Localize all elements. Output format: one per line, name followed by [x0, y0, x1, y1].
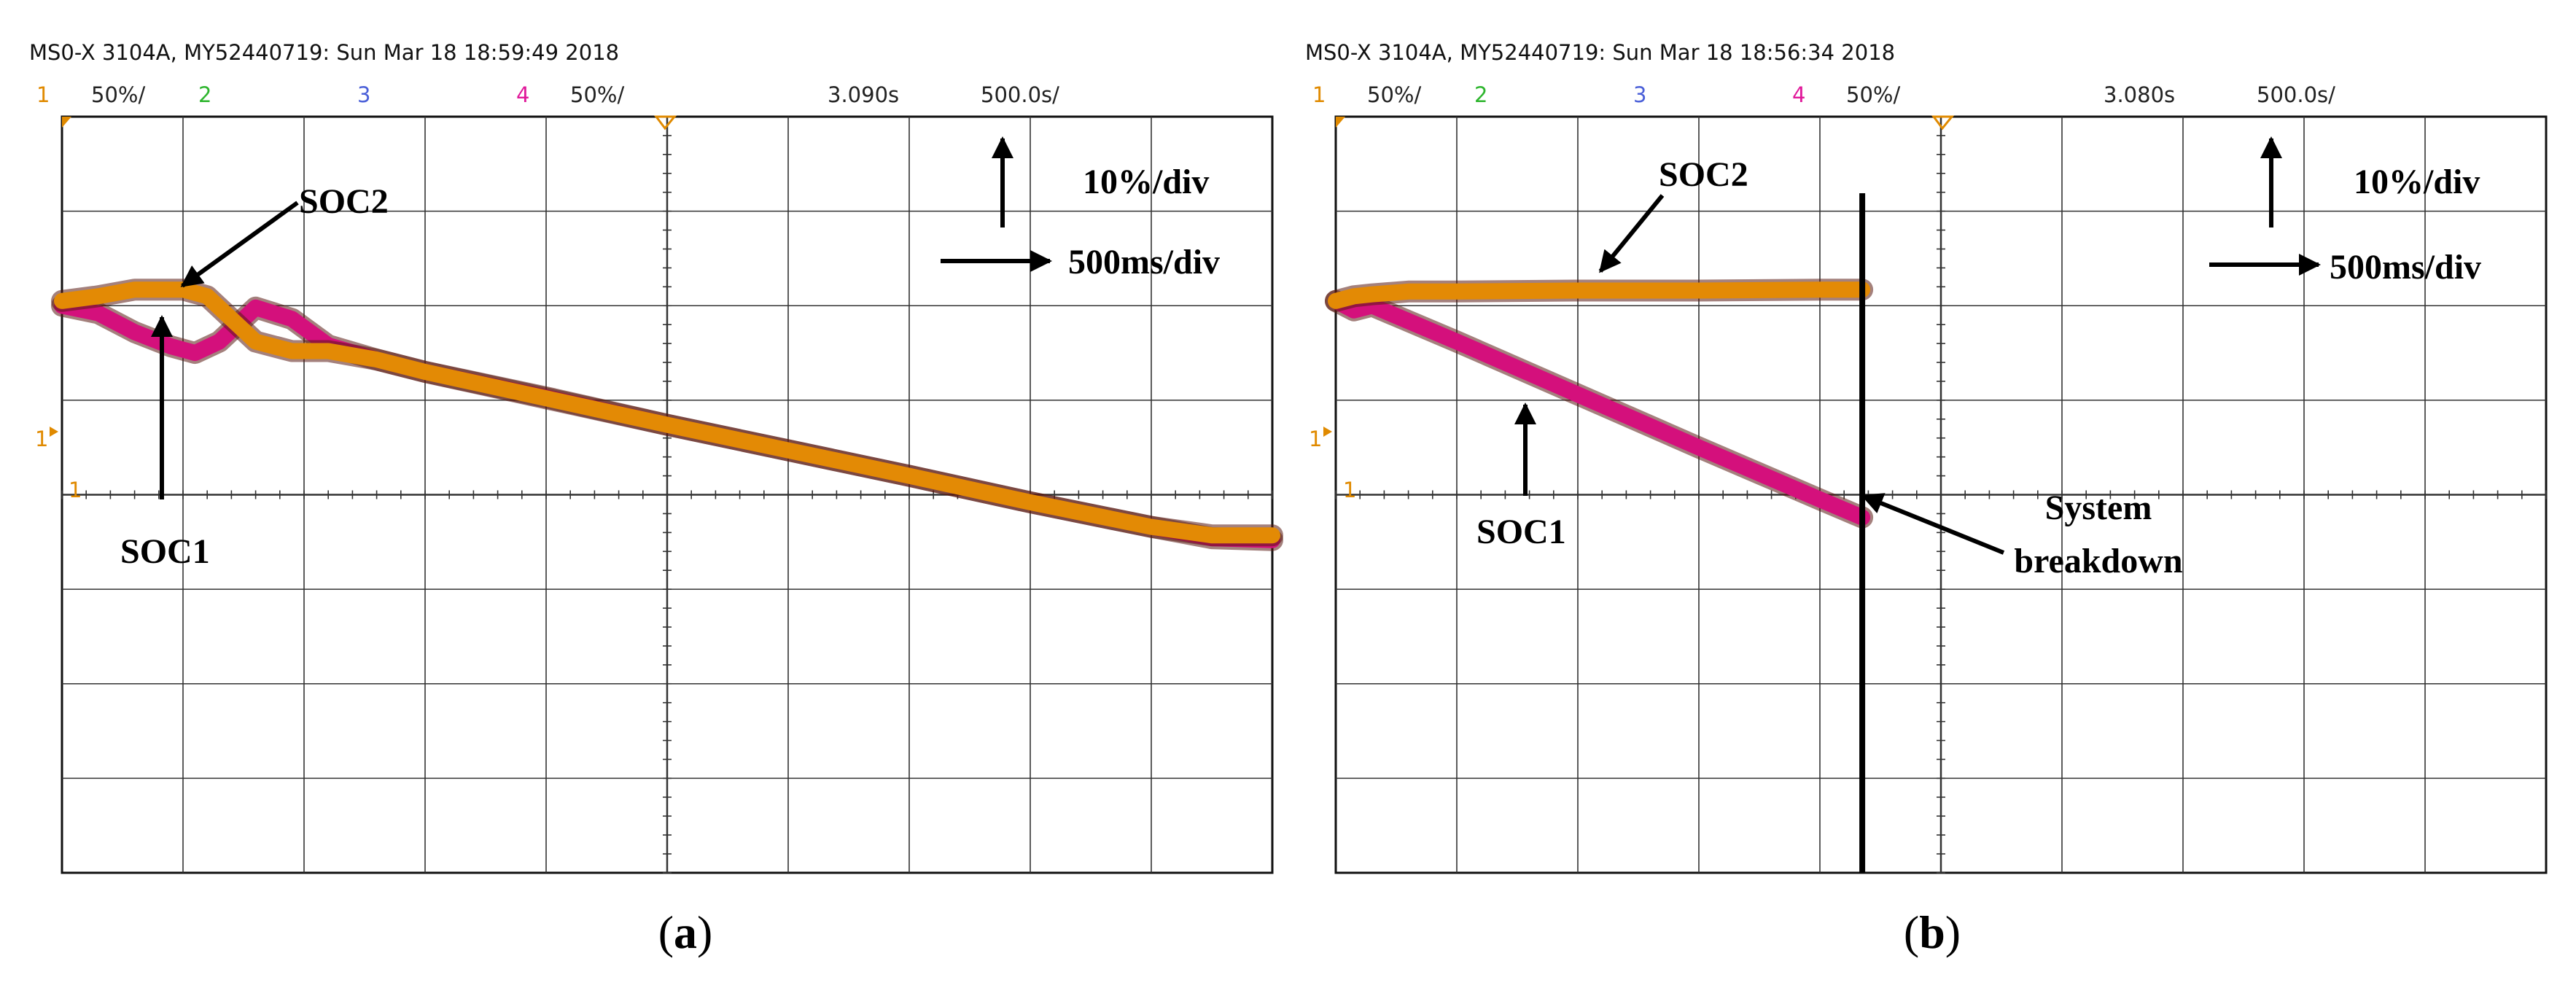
time-offset: 3.090s	[828, 82, 899, 107]
trigger-position-marker	[1931, 115, 1955, 131]
soc2-label: SOC2	[1659, 155, 1748, 194]
ch4-scale: 50%/	[570, 82, 624, 107]
vertical-scale-label: 10%/div	[2354, 163, 2480, 201]
trigger-start-marker	[1336, 117, 1345, 128]
time-scale: 500.0s/	[2257, 82, 2335, 107]
horizontal-scale-label: 500ms/div	[1068, 243, 1220, 281]
ch1-scale: 50%/	[1367, 82, 1421, 107]
ch2-number: 2	[1474, 82, 1487, 107]
soc2-arrow	[1598, 194, 1665, 273]
panel-b: MS0-X 3104A, MY52440719: Sun Mar 18 18:5…	[1305, 40, 2548, 958]
breakdown-label-line1: System	[2045, 489, 2152, 527]
breakdown-label-line2: breakdown	[2014, 542, 2182, 580]
ch4-scale: 50%/	[1846, 82, 1900, 107]
series-group	[51, 279, 1283, 551]
channel-bar: 1 50%/ 2 3 4 50%/ 3.080s 500.0s/	[1312, 82, 2335, 107]
breakdown-arrow	[1861, 493, 2005, 555]
trigger-level-marker	[1323, 427, 1332, 437]
trigger-level-marker	[50, 427, 58, 437]
soc1-trace	[1328, 292, 1871, 526]
soc2-arrow	[180, 201, 299, 288]
ch3-number: 3	[357, 82, 370, 107]
ch4-number: 4	[516, 82, 529, 107]
scope-grid	[1334, 115, 2548, 874]
series-group	[1325, 279, 1874, 529]
panel-a-caption: (a)	[658, 906, 713, 958]
soc2-trace	[54, 281, 1280, 544]
panel-b-caption: (b)	[1904, 906, 1961, 958]
horizontal-scale-label: 500ms/div	[2330, 248, 2481, 287]
soc2-trace	[1328, 281, 1871, 309]
time-scale: 500.0s/	[981, 82, 1059, 107]
scope-header: MS0-X 3104A, MY52440719: Sun Mar 18 18:5…	[1305, 40, 1895, 65]
vertical-scale-label: 10%/div	[1083, 163, 1209, 201]
trigger-position-marker	[654, 115, 677, 131]
ch3-number: 3	[1633, 82, 1646, 107]
channel-ground-label: 1	[1343, 478, 1356, 502]
soc1-label: SOC1	[120, 532, 210, 571]
ch1-number: 1	[36, 82, 50, 107]
ch4-number: 4	[1792, 82, 1805, 107]
soc2-label: SOC2	[299, 182, 389, 221]
trigger-markers: 1 1	[1309, 115, 1955, 502]
ground-marker: 1	[35, 427, 48, 451]
ch1-number: 1	[1312, 82, 1326, 107]
ground-marker: 1	[1309, 427, 1322, 451]
scope-header: MS0-X 3104A, MY52440719: Sun Mar 18 18:5…	[29, 40, 619, 65]
ch2-number: 2	[198, 82, 211, 107]
scope-grid	[61, 115, 1274, 874]
annotations: 10%/div 500ms/div SOC2 SOC1	[120, 136, 1220, 571]
channel-bar: 1 50%/ 2 3 4 50%/ 3.090s 500.0s/	[36, 82, 1059, 107]
panel-a: MS0-X 3104A, MY52440719: Sun Mar 18 18:5…	[29, 40, 1283, 958]
annotations: 10%/div 500ms/div SOC2 SOC1 System break…	[1476, 136, 2481, 580]
trigger-markers: 1 1	[35, 115, 677, 502]
channel-ground-label: 1	[69, 478, 82, 502]
soc1-label: SOC1	[1476, 513, 1566, 551]
ch1-scale: 50%/	[91, 82, 145, 107]
time-offset: 3.080s	[2104, 82, 2175, 107]
trigger-start-marker	[62, 117, 71, 128]
